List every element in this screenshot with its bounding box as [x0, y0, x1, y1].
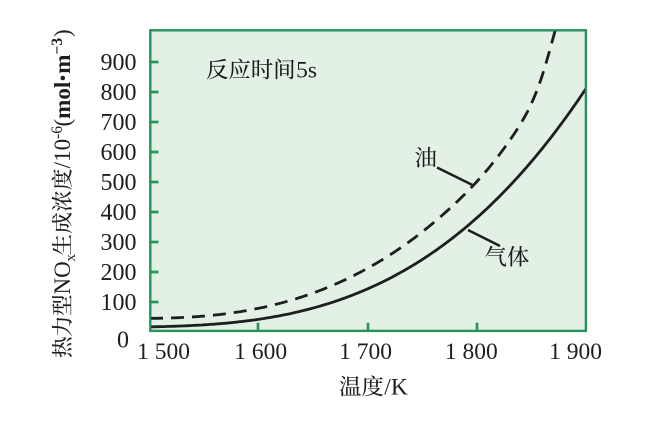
svg-text:500: 500 — [101, 170, 137, 196]
svg-text:1 700: 1 700 — [339, 339, 392, 365]
svg-text:(: ( — [50, 119, 75, 127]
svg-text:NO: NO — [50, 261, 75, 294]
svg-text:−3: −3 — [49, 38, 66, 55]
svg-text:): ) — [50, 29, 75, 37]
svg-text:100: 100 — [101, 290, 137, 316]
svg-text:600: 600 — [101, 140, 137, 166]
svg-text:1 600: 1 600 — [234, 339, 287, 365]
svg-text:/K: /K — [384, 375, 408, 401]
svg-text:1 500: 1 500 — [137, 339, 190, 365]
svg-text:/10: /10 — [50, 139, 75, 168]
svg-text:1 800: 1 800 — [445, 339, 498, 365]
svg-text:mol: mol — [50, 82, 75, 119]
svg-text:1 900: 1 900 — [549, 339, 602, 365]
svg-text:0: 0 — [117, 327, 129, 353]
svg-text:700: 700 — [101, 110, 137, 136]
svg-text:900: 900 — [101, 50, 137, 76]
svg-text:-6: -6 — [49, 126, 66, 139]
svg-text:5s: 5s — [296, 58, 317, 84]
svg-text:300: 300 — [101, 230, 137, 256]
svg-text:x: x — [63, 254, 79, 262]
svg-text:200: 200 — [101, 260, 137, 286]
svg-text:m: m — [50, 55, 75, 74]
svg-text:400: 400 — [101, 200, 137, 226]
svg-text:800: 800 — [101, 80, 137, 106]
